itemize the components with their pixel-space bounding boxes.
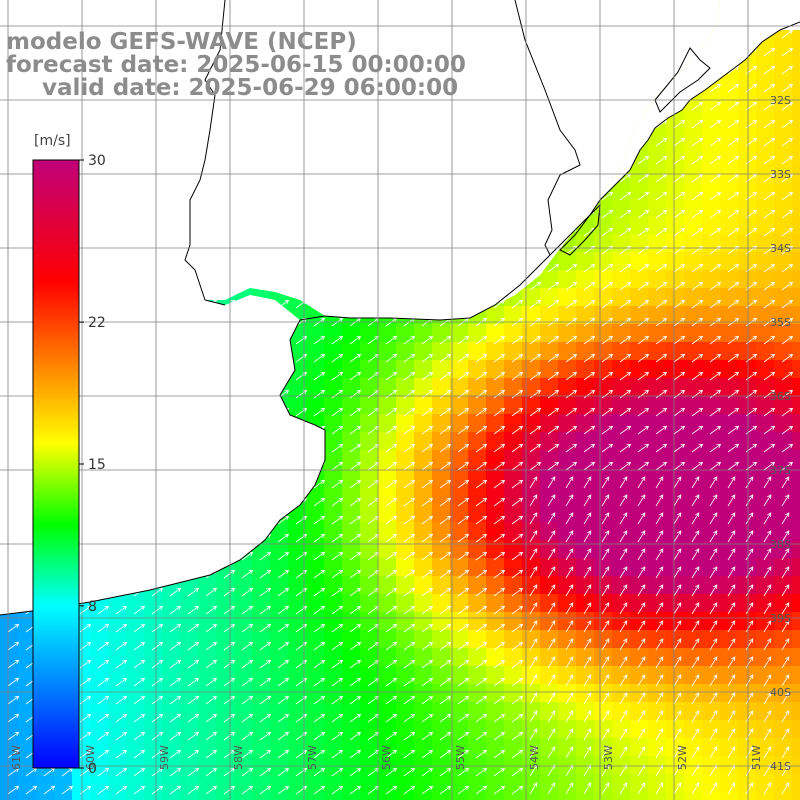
latitude-label: 37S (770, 464, 791, 477)
coastline (0, 0, 800, 616)
latitude-label: 34S (770, 242, 791, 255)
colorbar-gradient (32, 159, 80, 769)
colorbar: 30 22 15 8 0 (32, 153, 106, 777)
forecast-date: forecast date: 2025-06-15 00:00:00 (6, 52, 466, 78)
latitude-label: 36S (770, 390, 791, 403)
longitude-label: 56W (380, 745, 393, 770)
mirim-lagoon (559, 203, 601, 256)
latitude-label: 33S (770, 168, 791, 181)
longitude-labels: 61W 60W 59W 58W 57W 56W 55W 54W 53W 52W 51W (10, 745, 763, 770)
longitude-label: 52W (676, 745, 689, 770)
latitude-label: 32S (770, 94, 791, 107)
colorbar-tick-label: 0 (88, 761, 97, 777)
land-area-east (495, 0, 800, 305)
latitude-labels: 32S 33S 34S 35S 36S 37S 38S 39S 40S 41S (770, 94, 791, 773)
longitude-label: 57W (306, 745, 319, 770)
longitude-label: 61W (10, 745, 23, 770)
latitude-label: 41S (770, 760, 791, 773)
border-uruguay (184, 0, 226, 306)
colorbar-tick-label: 22 (88, 315, 106, 331)
border-brazil (514, 0, 581, 256)
longitude-label: 58W (232, 745, 245, 770)
colorbar-ticks: 30 22 15 8 0 (79, 153, 106, 777)
colorbar-unit: [m/s] (34, 133, 71, 149)
land-area (0, 0, 720, 615)
longitude-label: 51W (750, 745, 763, 770)
coastline-south-america (0, 21, 800, 616)
land-mask (0, 0, 800, 615)
longitude-label: 60W (84, 745, 97, 770)
longitude-label: 54W (528, 745, 541, 770)
valid-date: valid date: 2025-06-29 06:00:00 (42, 75, 459, 101)
longitude-label: 55W (454, 745, 467, 770)
latitude-label: 35S (770, 316, 791, 329)
colorbar-tick-label: 30 (88, 153, 106, 169)
latitude-label: 38S (770, 538, 791, 551)
colorbar-tick-label: 8 (88, 599, 97, 615)
colorbar-tick-label: 15 (88, 457, 106, 473)
model-title: modelo GEFS-WAVE (NCEP) (6, 29, 357, 55)
latitude-label: 40S (770, 686, 791, 699)
longitude-label: 53W (602, 745, 615, 770)
latitude-label: 39S (770, 612, 791, 625)
lagoa-dos-patos (654, 47, 711, 113)
longitude-label: 59W (158, 745, 171, 770)
